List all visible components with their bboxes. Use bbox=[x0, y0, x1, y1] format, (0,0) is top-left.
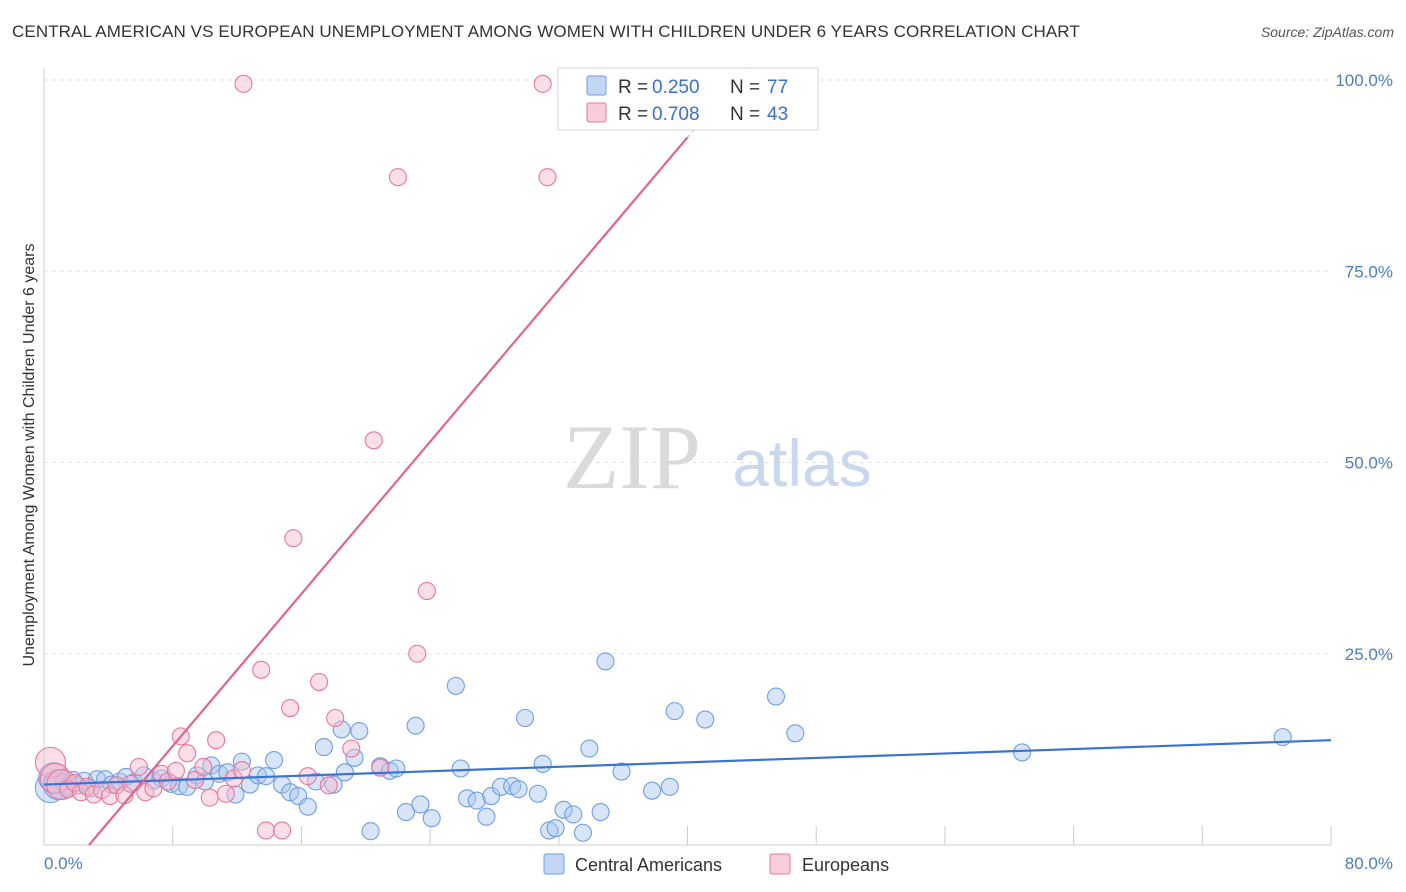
point-europeans bbox=[194, 757, 213, 777]
legend-r-label-1: R = bbox=[618, 104, 648, 125]
watermark-atlas: atlas bbox=[732, 426, 871, 500]
point-europeans bbox=[166, 761, 185, 780]
point-central-americans bbox=[361, 822, 380, 841]
point-europeans bbox=[216, 784, 235, 803]
source-label: Source: ZipAtlas.com bbox=[1260, 24, 1394, 40]
point-central-americans bbox=[1013, 743, 1032, 762]
point-central-americans bbox=[696, 710, 715, 729]
point-central-americans bbox=[387, 759, 406, 778]
point-central-americans bbox=[332, 720, 351, 739]
legend-swatch-europeans bbox=[586, 102, 607, 123]
point-central-americans bbox=[226, 785, 245, 804]
point-europeans bbox=[538, 168, 557, 187]
point-central-americans bbox=[665, 702, 684, 721]
y-tick-label: 25.0% bbox=[1345, 645, 1393, 664]
point-central-americans bbox=[509, 780, 528, 799]
grid-lines bbox=[44, 79, 1331, 655]
point-europeans bbox=[207, 731, 226, 750]
point-central-americans bbox=[564, 805, 583, 824]
point-europeans bbox=[273, 821, 292, 840]
y-tick-label: 100.0% bbox=[1335, 71, 1393, 90]
point-europeans bbox=[232, 760, 251, 780]
point-europeans bbox=[152, 764, 171, 783]
bottom-legend-swatch-europeans bbox=[769, 853, 791, 875]
watermark-zip: ZIP bbox=[563, 406, 701, 508]
point-europeans bbox=[256, 821, 276, 840]
point-central-americans bbox=[528, 784, 547, 803]
point-europeans bbox=[178, 744, 197, 763]
point-europeans bbox=[252, 660, 271, 679]
point-central-americans bbox=[533, 754, 552, 773]
point-central-americans bbox=[298, 797, 317, 816]
point-central-americans bbox=[596, 652, 615, 671]
point-central-americans bbox=[314, 738, 333, 757]
point-central-americans bbox=[411, 795, 430, 814]
point-central-americans bbox=[786, 724, 805, 743]
point-central-americans bbox=[482, 786, 501, 806]
x-tick-label: 80.0% bbox=[1345, 854, 1393, 873]
point-central-americans bbox=[573, 823, 592, 842]
point-europeans bbox=[364, 431, 383, 450]
legend-swatch-central-americans bbox=[586, 75, 607, 96]
point-europeans bbox=[417, 581, 436, 601]
chart-title: CENTRAL AMERICAN VS EUROPEAN UNEMPLOYMEN… bbox=[12, 22, 1080, 41]
point-central-americans bbox=[335, 763, 354, 782]
y-tick-label: 75.0% bbox=[1345, 262, 1393, 281]
point-europeans bbox=[319, 776, 338, 795]
point-central-americans bbox=[265, 751, 284, 770]
point-europeans bbox=[408, 644, 427, 663]
bottom-legend-label-europeans: Europeans bbox=[802, 855, 889, 875]
point-central-americans bbox=[515, 708, 535, 728]
point-central-americans bbox=[406, 716, 425, 735]
point-europeans bbox=[310, 673, 329, 692]
bottom-legend-label-central-americans: Central Americans bbox=[575, 855, 722, 875]
point-europeans bbox=[533, 74, 552, 93]
point-central-americans bbox=[396, 803, 416, 822]
legend-n-value-0: 77 bbox=[767, 77, 788, 98]
point-europeans bbox=[129, 757, 148, 777]
point-europeans bbox=[200, 788, 219, 807]
point-central-americans bbox=[660, 777, 679, 796]
series-legend: Central Americans Europeans bbox=[543, 853, 889, 875]
point-central-americans bbox=[477, 807, 496, 826]
point-central-americans bbox=[422, 809, 441, 828]
trendline-central-americans bbox=[43, 739, 1332, 786]
bottom-legend-swatch-central-americans bbox=[543, 853, 565, 875]
correlation-legend: R = 0.250 N = 77 R = 0.708 N = 43 bbox=[557, 67, 819, 131]
point-central-americans bbox=[446, 676, 465, 695]
legend-r-value-0: 0.250 bbox=[652, 77, 700, 98]
legend-r-label-0: R = bbox=[618, 77, 648, 98]
y-axis-label: Unemployment Among Women with Children U… bbox=[21, 243, 38, 666]
legend-n-value-1: 43 bbox=[767, 104, 788, 125]
tick-labels: 25.0% 50.0% 75.0% 100.0% 0.0% 80.0% bbox=[44, 71, 1393, 873]
point-europeans bbox=[281, 699, 300, 718]
point-central-americans bbox=[612, 762, 631, 781]
point-central-americans bbox=[467, 791, 486, 810]
point-central-americans bbox=[591, 803, 610, 822]
y-tick-label: 50.0% bbox=[1345, 454, 1393, 473]
watermark: ZIP atlas bbox=[563, 406, 872, 508]
legend-n-label-0: N = bbox=[730, 77, 760, 98]
point-central-americans bbox=[643, 781, 662, 800]
point-central-americans bbox=[554, 800, 573, 819]
point-central-americans bbox=[350, 721, 369, 741]
point-europeans bbox=[100, 786, 120, 806]
point-central-americans bbox=[324, 775, 343, 794]
x-tick-label: 0.0% bbox=[44, 854, 83, 873]
point-central-americans bbox=[451, 759, 470, 778]
point-central-americans bbox=[766, 687, 786, 706]
point-europeans bbox=[39, 762, 71, 794]
point-europeans bbox=[326, 708, 345, 728]
legend-n-label-1: N = bbox=[730, 104, 760, 125]
legend-r-value-1: 0.708 bbox=[652, 104, 700, 125]
data-points bbox=[34, 74, 1292, 842]
trendline-europeans bbox=[88, 136, 689, 846]
point-europeans bbox=[234, 74, 253, 93]
point-central-americans bbox=[580, 739, 599, 758]
point-europeans bbox=[342, 739, 361, 758]
point-central-americans bbox=[546, 819, 565, 838]
point-europeans bbox=[388, 168, 407, 187]
point-europeans bbox=[284, 529, 303, 548]
